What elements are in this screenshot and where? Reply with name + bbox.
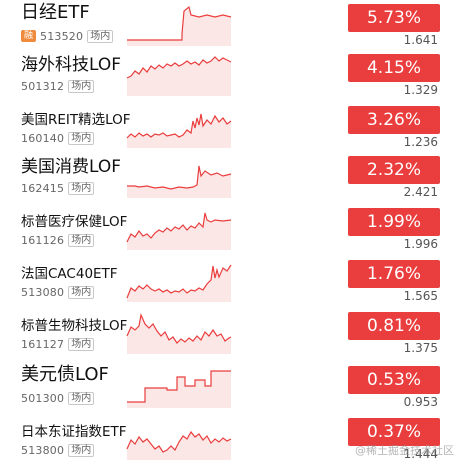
fund-meta: 162415 场内 [21, 181, 95, 195]
fund-row[interactable]: 法国CAC40ETF 513080 场内 1.76% 1.565 [0, 258, 460, 310]
fund-meta: 501312 场内 [21, 79, 95, 93]
fund-code: 162415 [21, 181, 65, 195]
latest-price: 1.565 [403, 289, 438, 303]
fund-code: 513800 [21, 443, 65, 457]
fund-row[interactable]: 标普医疗保健LOF 161126 场内 1.99% 1.996 [0, 206, 460, 258]
change-percent[interactable]: 0.53% [348, 366, 440, 394]
sparkline-line [126, 312, 232, 344]
fund-meta: 161127 场内 [21, 337, 95, 351]
sparkline-line [126, 430, 232, 453]
market-tag: 场内 [68, 131, 95, 145]
sparkline-chart [126, 264, 232, 302]
fund-code: 513080 [21, 285, 65, 299]
watermark: @稀土掘金技术社区 [355, 444, 454, 457]
fund-name: 法国CAC40ETF [21, 266, 118, 282]
market-tag: 场内 [68, 391, 95, 405]
sparkline-chart [126, 212, 232, 250]
fund-row[interactable]: 海外科技LOF 501312 场内 4.15% 1.329 [0, 52, 460, 104]
fund-name: 日经ETF [21, 2, 90, 23]
fund-code: 161127 [21, 337, 65, 351]
fund-row[interactable]: 美元债LOF 501300 场内 0.53% 0.953 [0, 364, 460, 416]
sparkline-line [127, 165, 232, 190]
latest-price: 1.444 [403, 447, 438, 460]
change-percent[interactable]: 0.37% [348, 418, 440, 446]
sparkline-area [127, 213, 231, 250]
latest-price: 1.641 [403, 33, 438, 47]
fund-code: 501300 [21, 391, 65, 405]
fund-row[interactable]: 日经ETF 融 513520 场内 5.73% 1.641 [0, 2, 460, 54]
latest-price: 1.996 [403, 237, 438, 251]
fund-meta: 513800 场内 [21, 443, 95, 457]
fund-name: 标普医疗保健LOF [21, 214, 128, 230]
fund-meta: 161126 场内 [21, 233, 95, 247]
latest-price: 1.375 [403, 341, 438, 355]
sparkline-line [126, 56, 232, 79]
sparkline-chart [126, 430, 232, 460]
fund-meta: 160140 场内 [21, 131, 95, 145]
fund-code: 160140 [21, 131, 65, 145]
fund-name: 日本东证指数ETF [21, 424, 127, 440]
latest-price: 1.329 [403, 83, 438, 97]
sparkline-area [127, 432, 231, 460]
fund-meta: 513080 场内 [21, 285, 95, 299]
sparkline-area [127, 114, 231, 148]
latest-price: 0.953 [403, 395, 438, 409]
market-tag: 场内 [68, 233, 95, 247]
change-percent[interactable]: 1.99% [348, 208, 440, 236]
margin-badge: 融 [21, 30, 37, 42]
sparkline-chart [126, 113, 232, 148]
market-tag: 场内 [68, 79, 95, 93]
sparkline-line [126, 113, 232, 139]
change-percent[interactable]: 3.26% [348, 106, 440, 134]
sparkline-chart [127, 165, 232, 198]
fund-meta: 501300 场内 [21, 391, 95, 405]
sparkline-area [127, 166, 231, 198]
fund-code: 501312 [21, 79, 65, 93]
sparkline-area [127, 7, 231, 46]
fund-row[interactable]: 标普生物科技LOF 161127 场内 0.81% 1.375 [0, 310, 460, 362]
sparkline-chart [127, 370, 231, 408]
fund-row[interactable]: 日本东证指数ETF 513800 场内 0.37% 1.444 [0, 416, 460, 460]
fund-row[interactable]: 美国消费LOF 162415 场内 2.32% 2.421 [0, 154, 460, 206]
latest-price: 2.421 [403, 185, 438, 199]
market-tag: 场内 [68, 337, 95, 351]
market-tag: 场内 [68, 285, 95, 299]
fund-name: 美国消费LOF [21, 157, 122, 177]
fund-name: 海外科技LOF [21, 55, 122, 75]
fund-code: 513520 [40, 29, 84, 43]
sparkline-chart [126, 312, 232, 354]
sparkline-chart [127, 5, 232, 46]
market-tag: 场内 [87, 29, 114, 43]
change-percent[interactable]: 0.81% [348, 312, 440, 340]
fund-code: 161126 [21, 233, 65, 247]
market-tag: 场内 [68, 443, 95, 457]
sparkline-line [127, 5, 232, 41]
latest-price: 1.236 [403, 135, 438, 149]
change-percent[interactable]: 4.15% [348, 54, 440, 82]
change-percent[interactable]: 1.76% [348, 260, 440, 288]
fund-name: 标普生物科技LOF [21, 318, 128, 334]
change-percent[interactable]: 5.73% [348, 4, 440, 32]
fund-row[interactable]: 美国REIT精选LOF 160140 场内 3.26% 1.236 [0, 104, 460, 156]
change-percent[interactable]: 2.32% [348, 156, 440, 184]
sparkline-line [126, 264, 232, 299]
fund-meta: 融 513520 场内 [21, 29, 114, 43]
sparkline-line [126, 212, 232, 243]
sparkline-line [127, 370, 231, 403]
market-tag: 场内 [68, 181, 95, 195]
fund-name: 美国REIT精选LOF [21, 112, 131, 128]
sparkline-chart [126, 56, 232, 96]
fund-name: 美元债LOF [21, 364, 109, 385]
sparkline-area [127, 57, 231, 96]
sparkline-area [127, 265, 231, 302]
